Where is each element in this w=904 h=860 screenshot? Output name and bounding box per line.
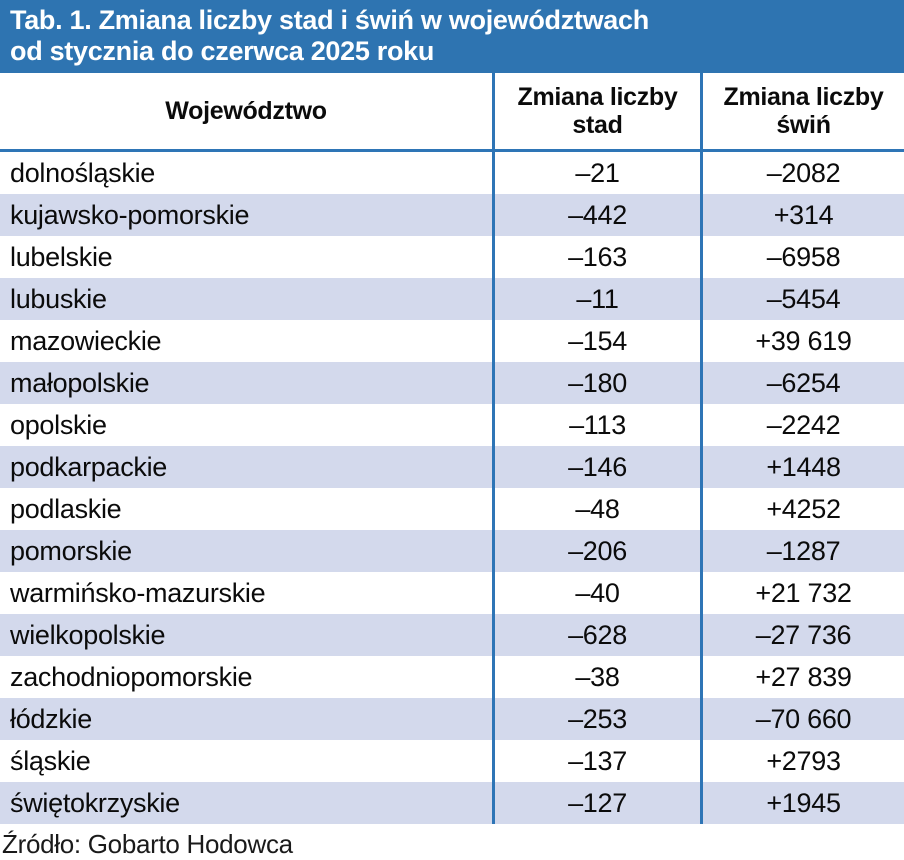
cell-zmiana-liczby-stad: –253 [492,698,700,740]
cell-wojewodztwo: śląskie [10,745,91,776]
header-zmiana-liczby-swin: Zmiana liczby świń [700,73,904,149]
cell-zmiana-liczby-stad: –40 [492,572,700,614]
cell-wojewodztwo: zachodniopomorskie [10,661,253,692]
cell-wojewodztwo: opolskie [10,409,107,440]
cell-zmiana-liczby-stad: –442 [492,194,700,236]
header-wojewodztwo: Województwo [165,97,327,125]
cell-zmiana-liczby-stad: –154 [492,320,700,362]
cell-zmiana-liczby-swin: +2793 [700,740,904,782]
source-note: Źródło: Gobarto Hodowca [2,829,293,859]
table-row: opolskie –113 –2242 [0,404,904,446]
table-row: zachodniopomorskie –38 +27 839 [0,656,904,698]
cell-wojewodztwo: wielkopolskie [10,619,166,650]
cell-zmiana-liczby-swin: +1945 [700,782,904,824]
table-row: śląskie –137 +2793 [0,740,904,782]
table-row: małopolskie –180 –6254 [0,362,904,404]
cell-wojewodztwo: kujawsko-pomorskie [10,199,250,230]
cell-zmiana-liczby-swin: +1448 [700,446,904,488]
cell-zmiana-liczby-stad: –137 [492,740,700,782]
cell-zmiana-liczby-swin: –5454 [700,278,904,320]
cell-wojewodztwo: mazowieckie [10,325,162,356]
cell-zmiana-liczby-stad: –38 [492,656,700,698]
cell-zmiana-liczby-swin: +21 732 [700,572,904,614]
cell-zmiana-liczby-swin: –70 660 [700,698,904,740]
table-row: warmińsko-mazurskie –40 +21 732 [0,572,904,614]
table-row: kujawsko-pomorskie –442 +314 [0,194,904,236]
cell-wojewodztwo: małopolskie [10,367,150,398]
cell-zmiana-liczby-stad: –127 [492,782,700,824]
cell-wojewodztwo: podlaskie [10,493,122,524]
cell-wojewodztwo: warmińsko-mazurskie [10,577,266,608]
cell-zmiana-liczby-stad: –163 [492,236,700,278]
cell-zmiana-liczby-swin: +314 [700,194,904,236]
table-row: wielkopolskie –628 –27 736 [0,614,904,656]
cell-zmiana-liczby-swin: –6254 [700,362,904,404]
cell-wojewodztwo: podkarpackie [10,451,168,482]
table-row: dolnośląskie –21 –2082 [0,152,904,194]
table-header: Województwo Zmiana liczby stad Zmiana li… [0,73,904,152]
cell-zmiana-liczby-swin: –1287 [700,530,904,572]
cell-zmiana-liczby-swin: –2242 [700,404,904,446]
table-row: lubelskie –163 –6958 [0,236,904,278]
title-bar: Tab. 1. Zmiana liczby stad i świń w woje… [0,0,904,73]
cell-wojewodztwo: świętokrzyskie [10,787,180,818]
cell-zmiana-liczby-swin: –2082 [700,152,904,194]
cell-zmiana-liczby-stad: –180 [492,362,700,404]
cell-zmiana-liczby-swin: –6958 [700,236,904,278]
cell-zmiana-liczby-swin: –27 736 [700,614,904,656]
table-row: podkarpackie –146 +1448 [0,446,904,488]
figure-title-line1: Tab. 1. Zmiana liczby stad i świń w woje… [10,5,649,35]
cell-wojewodztwo: lubuskie [10,283,107,314]
cell-zmiana-liczby-swin: +39 619 [700,320,904,362]
cell-zmiana-liczby-stad: –206 [492,530,700,572]
cell-zmiana-liczby-stad: –21 [492,152,700,194]
cell-zmiana-liczby-swin: +4252 [700,488,904,530]
table-body: dolnośląskie –21 –2082 kujawsko-pomorski… [0,152,904,824]
table-row: mazowieckie –154 +39 619 [0,320,904,362]
cell-wojewodztwo: lubelskie [10,241,113,272]
figure-title-line2: od stycznia do czerwca 2025 roku [10,36,435,66]
header-zmiana-liczby-stad: Zmiana liczby stad [492,73,700,149]
table-row: świętokrzyskie –127 +1945 [0,782,904,824]
cell-zmiana-liczby-stad: –11 [492,278,700,320]
cell-zmiana-liczby-swin: +27 839 [700,656,904,698]
cell-zmiana-liczby-stad: –113 [492,404,700,446]
cell-zmiana-liczby-stad: –628 [492,614,700,656]
table-row: podlaskie –48 +4252 [0,488,904,530]
cell-wojewodztwo: łódzkie [10,703,92,734]
table-row: lubuskie –11 –5454 [0,278,904,320]
table-row: pomorskie –206 –1287 [0,530,904,572]
table-row: łódzkie –253 –70 660 [0,698,904,740]
cell-wojewodztwo: pomorskie [10,535,132,566]
cell-zmiana-liczby-stad: –146 [492,446,700,488]
cell-wojewodztwo: dolnośląskie [10,157,155,188]
cell-zmiana-liczby-stad: –48 [492,488,700,530]
